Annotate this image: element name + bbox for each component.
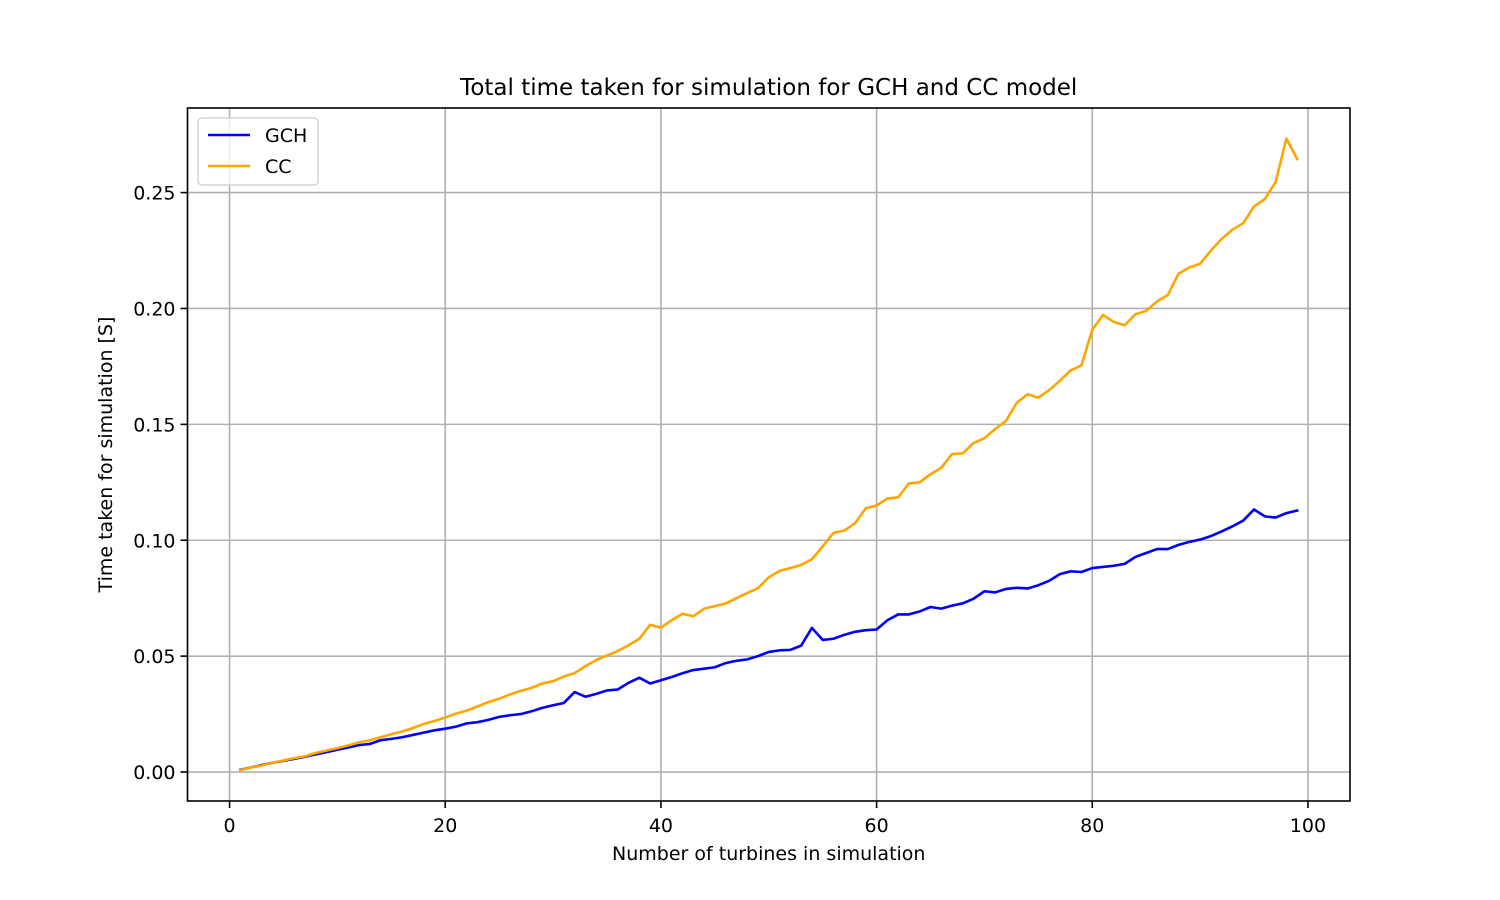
x-tick-label: 0 — [224, 815, 236, 837]
series-line-cc — [238, 137, 1299, 772]
legend: GCH CC — [197, 117, 319, 186]
x-tick-label: 40 — [649, 815, 673, 837]
x-axis-label: Number of turbines in simulation — [612, 843, 925, 865]
x-tick-label: 100 — [1290, 815, 1326, 837]
axis-ticks: 0 20 40 60 80 100 0.00 0.05 0.10 0.15 0.20 0.25 — [133, 183, 1326, 837]
plot-frame — [186, 107, 1351, 802]
grid — [187, 108, 1350, 801]
y-tick-label: 0.25 — [133, 183, 175, 205]
y-tick-label: 0.00 — [133, 762, 175, 784]
x-tick-label: 80 — [1080, 815, 1104, 837]
series-lines — [238, 137, 1299, 772]
chart-title: Total time taken for simulation for GCH … — [459, 75, 1077, 101]
y-tick-label: 0.20 — [133, 298, 175, 320]
legend-label-gch: GCH — [265, 125, 307, 147]
y-tick-label: 0.05 — [133, 646, 175, 668]
y-tick-label: 0.10 — [133, 530, 175, 552]
x-tick-label: 60 — [864, 815, 888, 837]
plot-area — [187, 108, 1350, 801]
x-tick-label: 20 — [433, 815, 457, 837]
series-line-gch — [238, 508, 1299, 772]
legend-label-cc: CC — [265, 156, 292, 178]
y-tick-label: 0.15 — [133, 414, 175, 436]
y-axis-label: Time taken for simulation [S] — [95, 317, 117, 594]
